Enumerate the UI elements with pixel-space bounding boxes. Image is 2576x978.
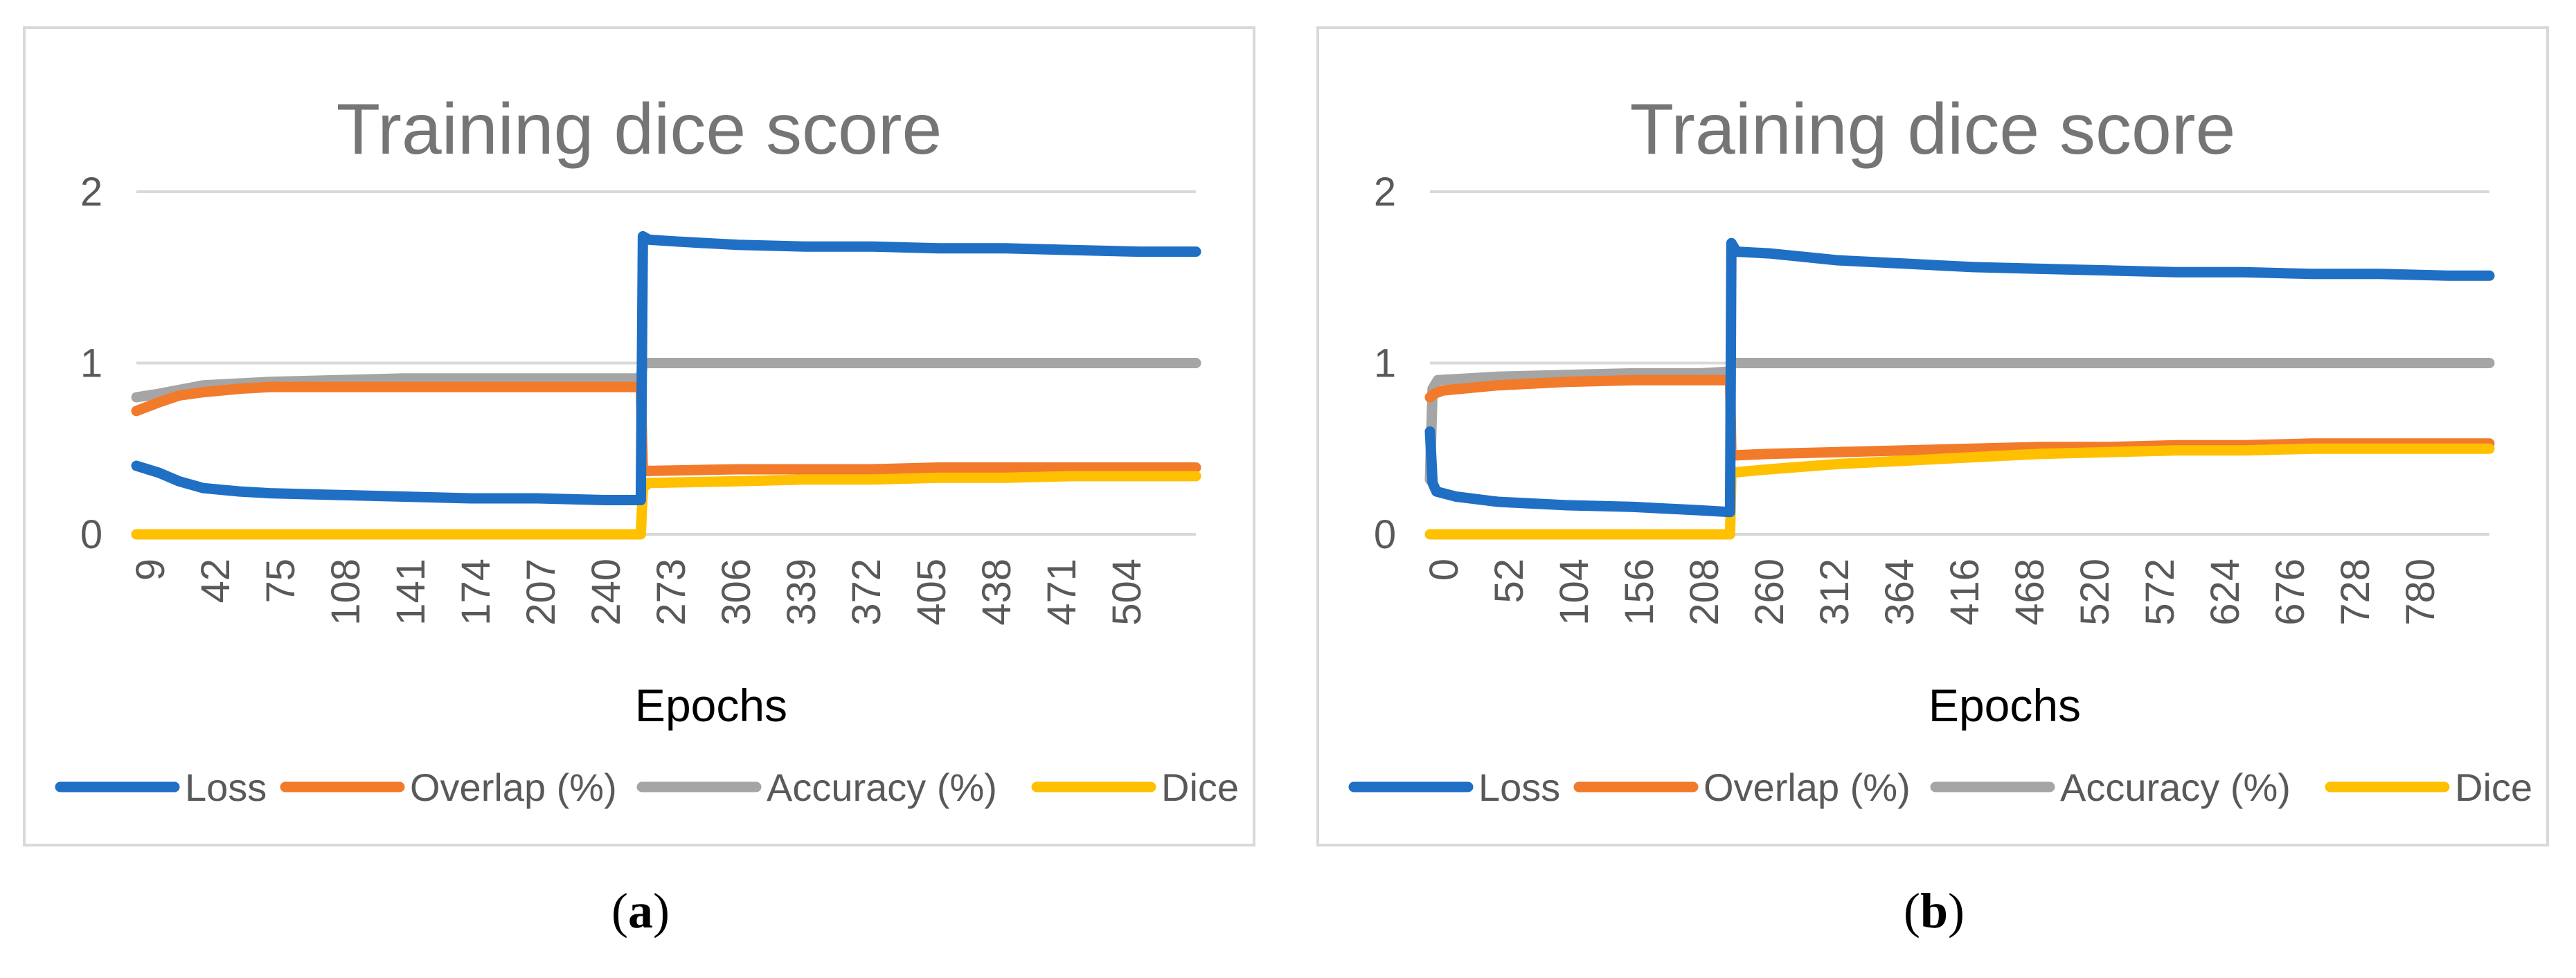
chart-a-x-tick-label: 9 xyxy=(128,559,173,581)
chart-a-x-tick-label: 108 xyxy=(323,559,368,626)
chart-b-x-tick-label: 572 xyxy=(2138,559,2183,626)
chart-a-y-tick-label: 2 xyxy=(80,170,102,215)
chart-b-title: Training dice score xyxy=(1630,89,2236,170)
caption-a: (a) xyxy=(502,882,779,940)
chart-panel-b: Training dice score 0 1 2 0 52 104 156 208 260 312… xyxy=(1316,26,2549,846)
chart-b-x-tick-label: 780 xyxy=(2398,559,2443,626)
chart-a-x-axis-label: Epochs xyxy=(635,680,787,731)
chart-a-legend-label: Overlap (%) xyxy=(410,766,617,809)
chart-a-y-tick-label: 0 xyxy=(80,512,102,557)
chart-a-x-tick-label: 207 xyxy=(519,559,564,626)
chart-b-x-tick-label: 104 xyxy=(1552,559,1597,626)
chart-a-x-tick-label: 438 xyxy=(974,559,1019,626)
chart-b-legend-label: Dice xyxy=(2455,766,2532,809)
chart-a-title: Training dice score xyxy=(337,89,942,170)
chart-a-x-tick-label: 75 xyxy=(258,559,303,604)
caption-b-open: ( xyxy=(1903,883,1920,939)
chart-b-x-axis-label: Epochs xyxy=(1929,680,2081,731)
chart-a-x-tick-label: 273 xyxy=(649,559,694,626)
chart-a-legend-label: Loss xyxy=(185,766,267,809)
chart-b-x-tick-label: 468 xyxy=(2007,559,2052,626)
chart-b-series-loss xyxy=(1424,237,2495,518)
chart-a-x-tick-label: 240 xyxy=(584,559,629,626)
chart-b-x-tick-label: 52 xyxy=(1487,559,1532,604)
chart-a-x-tick-label: 372 xyxy=(844,559,889,626)
caption-a-letter: a xyxy=(628,883,653,939)
caption-b: (b) xyxy=(1796,882,2073,940)
chart-b-legend-label: Overlap (%) xyxy=(1703,766,1911,809)
chart-b-x-tick-label: 728 xyxy=(2333,559,2378,626)
chart-b-legend-label: Loss xyxy=(1478,766,1560,809)
chart-b-y-tick-label: 2 xyxy=(1374,170,1396,215)
chart-a-x-tick-label: 504 xyxy=(1104,559,1150,626)
chart-b-x-tick-label: 0 xyxy=(1422,559,1467,581)
chart-a-x-tick-label: 42 xyxy=(193,559,238,604)
chart-a-x-tick-label: 141 xyxy=(388,559,433,626)
chart-a-legend-label: Accuracy (%) xyxy=(767,766,997,809)
chart-b-x-tick-label: 676 xyxy=(2268,559,2313,626)
chart-a-series-overlap xyxy=(131,381,1201,476)
chart-a-svg: Training dice score 0 1 2 9 42 75 108 141 174 207 2… xyxy=(55,89,1239,809)
chart-panel-a: Training dice score 0 1 2 9 42 75 108 141 174 207 2… xyxy=(23,26,1255,846)
chart-b-x-tick-label: 624 xyxy=(2203,559,2248,626)
chart-b-x-tick-label: 520 xyxy=(2073,559,2118,626)
chart-b-x-tick-label: 156 xyxy=(1617,559,1662,626)
caption-a-close: ) xyxy=(653,883,670,939)
chart-a-x-tick-label: 405 xyxy=(909,559,954,626)
chart-b-y-tick-label: 1 xyxy=(1374,341,1396,386)
chart-b-x-tick-label: 260 xyxy=(1747,559,1792,626)
chart-b-svg: Training dice score 0 1 2 0 52 104 156 208 260 312… xyxy=(1348,89,2532,809)
chart-a-x-tick-label: 471 xyxy=(1039,559,1084,626)
chart-b-x-tick-label: 364 xyxy=(1877,559,1922,626)
chart-b-x-tick-label: 416 xyxy=(1942,559,1987,626)
chart-b-y-tick-label: 0 xyxy=(1374,512,1396,557)
chart-a-series-loss xyxy=(131,230,1201,505)
chart-a-x-tick-label: 339 xyxy=(779,559,824,626)
chart-a-x-tick-label: 174 xyxy=(454,559,499,626)
chart-a-legend-label: Dice xyxy=(1161,766,1239,809)
caption-b-close: ) xyxy=(1948,883,1965,939)
chart-b-x-tick-label: 312 xyxy=(1812,559,1857,626)
chart-b-x-tick-label: 208 xyxy=(1682,559,1727,626)
chart-a-series-dice xyxy=(131,471,1201,540)
chart-b-legend-label: Accuracy (%) xyxy=(2060,766,2291,809)
caption-b-letter: b xyxy=(1920,883,1949,939)
chart-a-y-tick-label: 1 xyxy=(80,341,102,386)
chart-a-x-tick-label: 306 xyxy=(714,559,759,626)
chart-b-series-dice xyxy=(1424,443,2495,540)
caption-a-open: ( xyxy=(611,883,628,939)
